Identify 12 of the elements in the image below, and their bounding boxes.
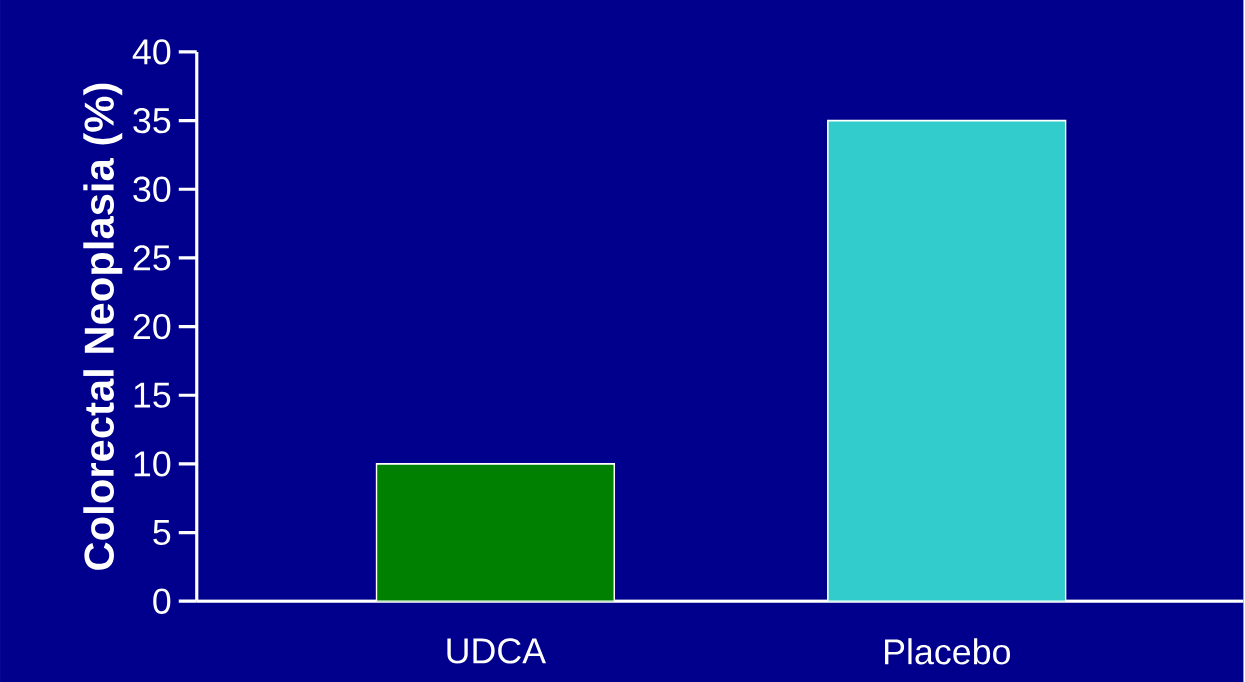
y-tick-label: 35 <box>133 107 171 134</box>
y-tick-label: 10 <box>134 451 171 477</box>
y-tick-label: 20 <box>133 313 171 340</box>
x-tick-label: Placebo <box>885 638 1010 665</box>
y-tick-label: 30 <box>133 176 171 202</box>
y-tick-label: 25 <box>133 245 171 271</box>
y-axis-title: Colorectal Neoplasia (%) <box>83 83 123 570</box>
y-tick-label: 40 <box>132 39 171 65</box>
y-tick-label: 15 <box>134 382 171 408</box>
y-tick-label: 0 <box>153 588 171 614</box>
x-tick-label: UDCA <box>447 638 547 664</box>
y-tick-label: 5 <box>153 520 171 545</box>
